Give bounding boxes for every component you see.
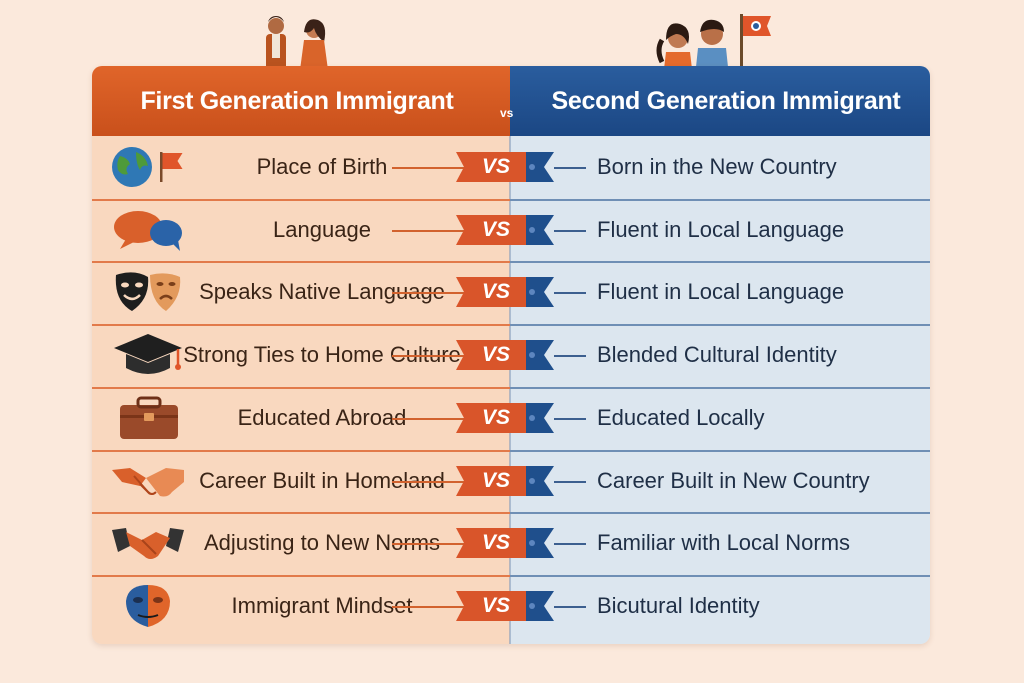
connector-line-right — [554, 481, 586, 483]
first-generation-trait: Career Built in Homeland — [199, 468, 445, 493]
comparison-row: Strong Ties to Home Culture VS Blended C… — [92, 324, 930, 386]
first-generation-header: First Generation Immigrant — [92, 66, 510, 136]
second-generation-trait: Blended Cultural Identity — [597, 342, 837, 367]
first-generation-trait: Speaks Native Language — [199, 279, 445, 304]
row-separator-right — [510, 575, 930, 577]
connector-line-right — [554, 230, 586, 232]
briefcase-icon — [110, 395, 186, 441]
comparison-panel: First Generation Immigrant Second Genera… — [92, 66, 930, 644]
second-generation-trait: Born in the New Country — [597, 154, 837, 179]
handshake-dark-icon — [110, 520, 186, 566]
second-generation-trait: Familiar with Local Norms — [597, 530, 851, 555]
connector-line-left — [392, 292, 464, 294]
split-face-mask-icon — [110, 583, 186, 629]
vs-badge: VS — [456, 213, 556, 247]
first-generation-trait: Immigrant Mindset — [231, 593, 413, 618]
comparison-row: Educated Abroad VS Educated Locally — [92, 387, 930, 449]
row-separator-left — [92, 261, 510, 263]
connector-line-left — [392, 418, 464, 420]
connector-line-right — [554, 543, 586, 545]
handshake-icon — [110, 458, 186, 504]
vs-badge-label: VS — [481, 406, 510, 429]
first-generation-trait: Strong Ties to Home Culture — [183, 342, 461, 367]
connector-line-left — [392, 167, 464, 169]
comparison-row: Place of Birth VS Born in the New Countr… — [92, 136, 930, 198]
first-generation-trait: Adjusting to New Norms — [204, 530, 440, 555]
row-separator-right — [510, 450, 930, 452]
connector-line-left — [392, 481, 464, 483]
vs-badge: VS — [456, 464, 556, 498]
graduation-cap-icon — [110, 332, 186, 378]
row-separator-right — [510, 199, 930, 201]
center-divider — [509, 136, 511, 644]
speech-bubbles-icon — [110, 207, 186, 253]
vs-badge: VS — [456, 338, 556, 372]
connector-line-left — [392, 606, 464, 608]
first-generation-trait: Place of Birth — [256, 154, 388, 179]
second-generation-trait: Educated Locally — [597, 405, 765, 430]
second-generation-title: Second Generation Immigrant — [551, 86, 901, 115]
vs-badge-label: VS — [481, 469, 510, 492]
row-separator-right — [510, 512, 930, 514]
row-separator-left — [92, 575, 510, 577]
vs-badge-label: VS — [481, 280, 510, 303]
vs-badge: VS — [456, 589, 556, 623]
connector-line-right — [554, 418, 586, 420]
vs-badge-label: VS — [481, 218, 510, 241]
vs-badge: VS — [456, 526, 556, 560]
second-generation-trait: Bicutural Identity — [597, 593, 760, 618]
comparison-row: Speaks Native Language VS Fluent in Loca… — [92, 261, 930, 323]
first-generation-trait: Language — [273, 217, 371, 242]
connector-line-left — [392, 543, 464, 545]
vs-badge-label: VS — [481, 594, 510, 617]
row-separator-left — [92, 387, 510, 389]
connector-line-right — [554, 355, 586, 357]
row-separator-left — [92, 324, 510, 326]
header-vs-label: vs — [500, 106, 514, 120]
connector-line-right — [554, 167, 586, 169]
first-generation-trait: Educated Abroad — [237, 405, 407, 430]
comparison-row: Adjusting to New Norms VS Familiar with … — [92, 512, 930, 574]
second-generation-trait: Fluent in Local Language — [597, 279, 845, 304]
second-generation-trait: Career Built in New Country — [597, 468, 870, 493]
vs-badge: VS — [456, 275, 556, 309]
connector-line-right — [554, 292, 586, 294]
vs-badge-label: VS — [481, 155, 510, 178]
second-generation-header: Second Generation Immigrant — [510, 66, 930, 136]
row-separator-left — [92, 199, 510, 201]
vs-badge-label: VS — [481, 343, 510, 366]
vs-badge: VS — [456, 401, 556, 435]
connector-line-right — [554, 606, 586, 608]
row-separator-right — [510, 261, 930, 263]
theater-masks-icon — [110, 269, 186, 315]
comparison-row: Career Built in Homeland VS Career Built… — [92, 450, 930, 512]
connector-line-left — [392, 355, 464, 357]
comparison-row: Language VS Fluent in Local Language — [92, 199, 930, 261]
vs-badge-label: VS — [481, 531, 510, 554]
first-generation-title: First Generation Immigrant — [140, 86, 454, 115]
row-separator-left — [92, 512, 510, 514]
row-separator-right — [510, 324, 930, 326]
vs-badge: VS — [456, 150, 556, 184]
row-separator-right — [510, 387, 930, 389]
comparison-row: Immigrant Mindset VS Bicutural Identity — [92, 575, 930, 637]
row-separator-left — [92, 450, 510, 452]
globe-flag-icon — [110, 144, 186, 190]
second-generation-trait: Fluent in Local Language — [597, 217, 845, 242]
connector-line-left — [392, 230, 464, 232]
